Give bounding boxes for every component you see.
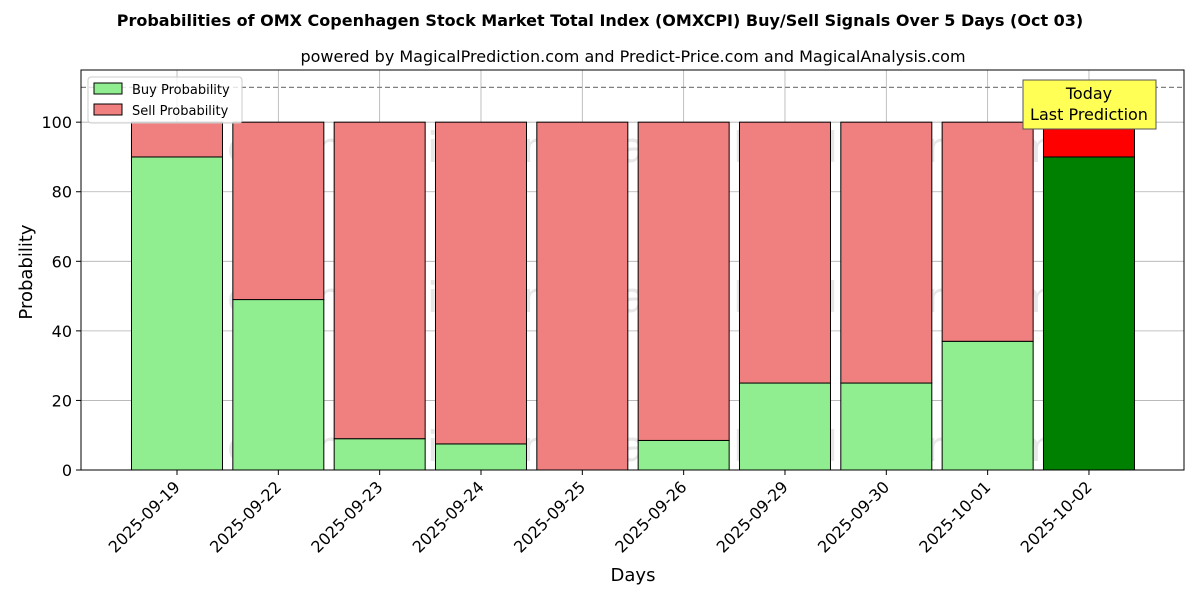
legend-box <box>87 76 243 124</box>
y-tick-label: 100 <box>41 113 72 132</box>
x-tick-label: 2025-09-26 <box>611 477 690 556</box>
bar-sell-2025-09-26 <box>637 121 730 441</box>
x-tick-label: 2025-09-25 <box>510 477 589 556</box>
bars-layer <box>131 121 1135 471</box>
y-tick-label: 60 <box>52 252 72 271</box>
bar-buy-2025-09-30 <box>840 382 933 471</box>
bar-buy-2025-09-23 <box>333 438 426 471</box>
bar-sell-2025-09-19 <box>131 121 223 158</box>
annotation-line-1: Today <box>1065 84 1112 103</box>
today-annotation: Today Last Prediction <box>1022 79 1157 130</box>
bar-buy-2025-09-26 <box>637 439 730 471</box>
bar-buy-2025-09-24 <box>434 443 527 471</box>
x-tick-label: 2025-09-22 <box>206 477 285 556</box>
annotation-box <box>1022 79 1157 130</box>
bar-buy-2025-10-01 <box>941 340 1034 471</box>
chart-subtitle: powered by MagicalPrediction.com and Pre… <box>300 47 965 66</box>
bar-sell-2025-09-22 <box>232 121 325 301</box>
x-tick-label: 2025-09-23 <box>307 477 386 556</box>
legend-label-buy: Buy Probability <box>132 83 230 98</box>
chart-title: Probabilities of OMX Copenhagen Stock Ma… <box>117 11 1084 30</box>
x-tick-label: 2025-10-01 <box>915 477 994 556</box>
bar-buy-2025-10-02 <box>1042 156 1135 471</box>
y-tick-label: 40 <box>52 322 72 341</box>
legend-swatch-sell <box>93 103 123 116</box>
bar-buy-2025-09-29 <box>738 382 831 471</box>
plot-area-frame <box>80 69 1185 471</box>
x-tick-label: 2025-09-24 <box>409 477 488 556</box>
bar-sell-2025-09-30 <box>840 121 933 384</box>
x-tick-label: 2025-09-29 <box>713 477 792 556</box>
x-tick-label: 2025-10-02 <box>1017 477 1096 556</box>
bar-sell-2025-09-24 <box>434 121 527 445</box>
x-tick-label: 2025-09-19 <box>105 477 184 556</box>
legend: Buy Probability Sell Probability <box>87 76 243 124</box>
x-tick-label: 2025-09-30 <box>814 477 893 556</box>
y-tick-label: 20 <box>52 391 72 410</box>
legend-label-sell: Sell Probability <box>132 104 229 119</box>
bar-buy-2025-09-22 <box>232 299 325 471</box>
bar-sell-2025-09-25 <box>536 121 629 471</box>
legend-swatch-buy <box>93 82 123 95</box>
bar-sell-2025-09-29 <box>738 121 831 384</box>
y-tick-label: 0 <box>62 461 72 480</box>
x-axis-label: Days <box>611 565 656 586</box>
bar-sell-2025-10-01 <box>941 121 1034 342</box>
y-axis-label: Probability <box>16 224 37 319</box>
annotation-line-2: Last Prediction <box>1030 105 1148 124</box>
bar-sell-2025-09-23 <box>333 121 426 440</box>
bar-buy-2025-09-19 <box>131 156 223 471</box>
y-tick-label: 80 <box>52 183 72 202</box>
